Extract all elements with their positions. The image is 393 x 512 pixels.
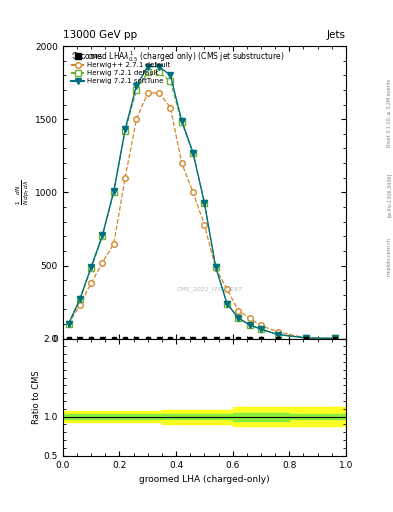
Y-axis label: $\frac{1}{N}\frac{dN}{dp_T\,d\lambda}$: $\frac{1}{N}\frac{dN}{dp_T\,d\lambda}$ — [15, 180, 32, 205]
Text: Rivet 3.1.10, ≥ 3.2M events: Rivet 3.1.10, ≥ 3.2M events — [387, 78, 392, 147]
Text: Jets: Jets — [327, 30, 346, 40]
Legend: CMS, Herwig++ 2.7.1 default, Herwig 7.2.1 default, Herwig 7.2.1 softTune: CMS, Herwig++ 2.7.1 default, Herwig 7.2.… — [69, 52, 172, 86]
X-axis label: groomed LHA (charged-only): groomed LHA (charged-only) — [139, 475, 270, 484]
Text: [arXiv:1306.3436]: [arXiv:1306.3436] — [387, 173, 392, 217]
Text: Groomed LHA$\lambda^{1}_{0.5}$ (charged only) (CMS jet substructure): Groomed LHA$\lambda^{1}_{0.5}$ (charged … — [72, 49, 285, 64]
Text: 13000 GeV pp: 13000 GeV pp — [63, 30, 137, 40]
Text: mcplots.cern.ch: mcplots.cern.ch — [387, 237, 392, 275]
Y-axis label: Ratio to CMS: Ratio to CMS — [32, 370, 41, 424]
Text: CMS_2021_I1920187: CMS_2021_I1920187 — [177, 286, 243, 292]
